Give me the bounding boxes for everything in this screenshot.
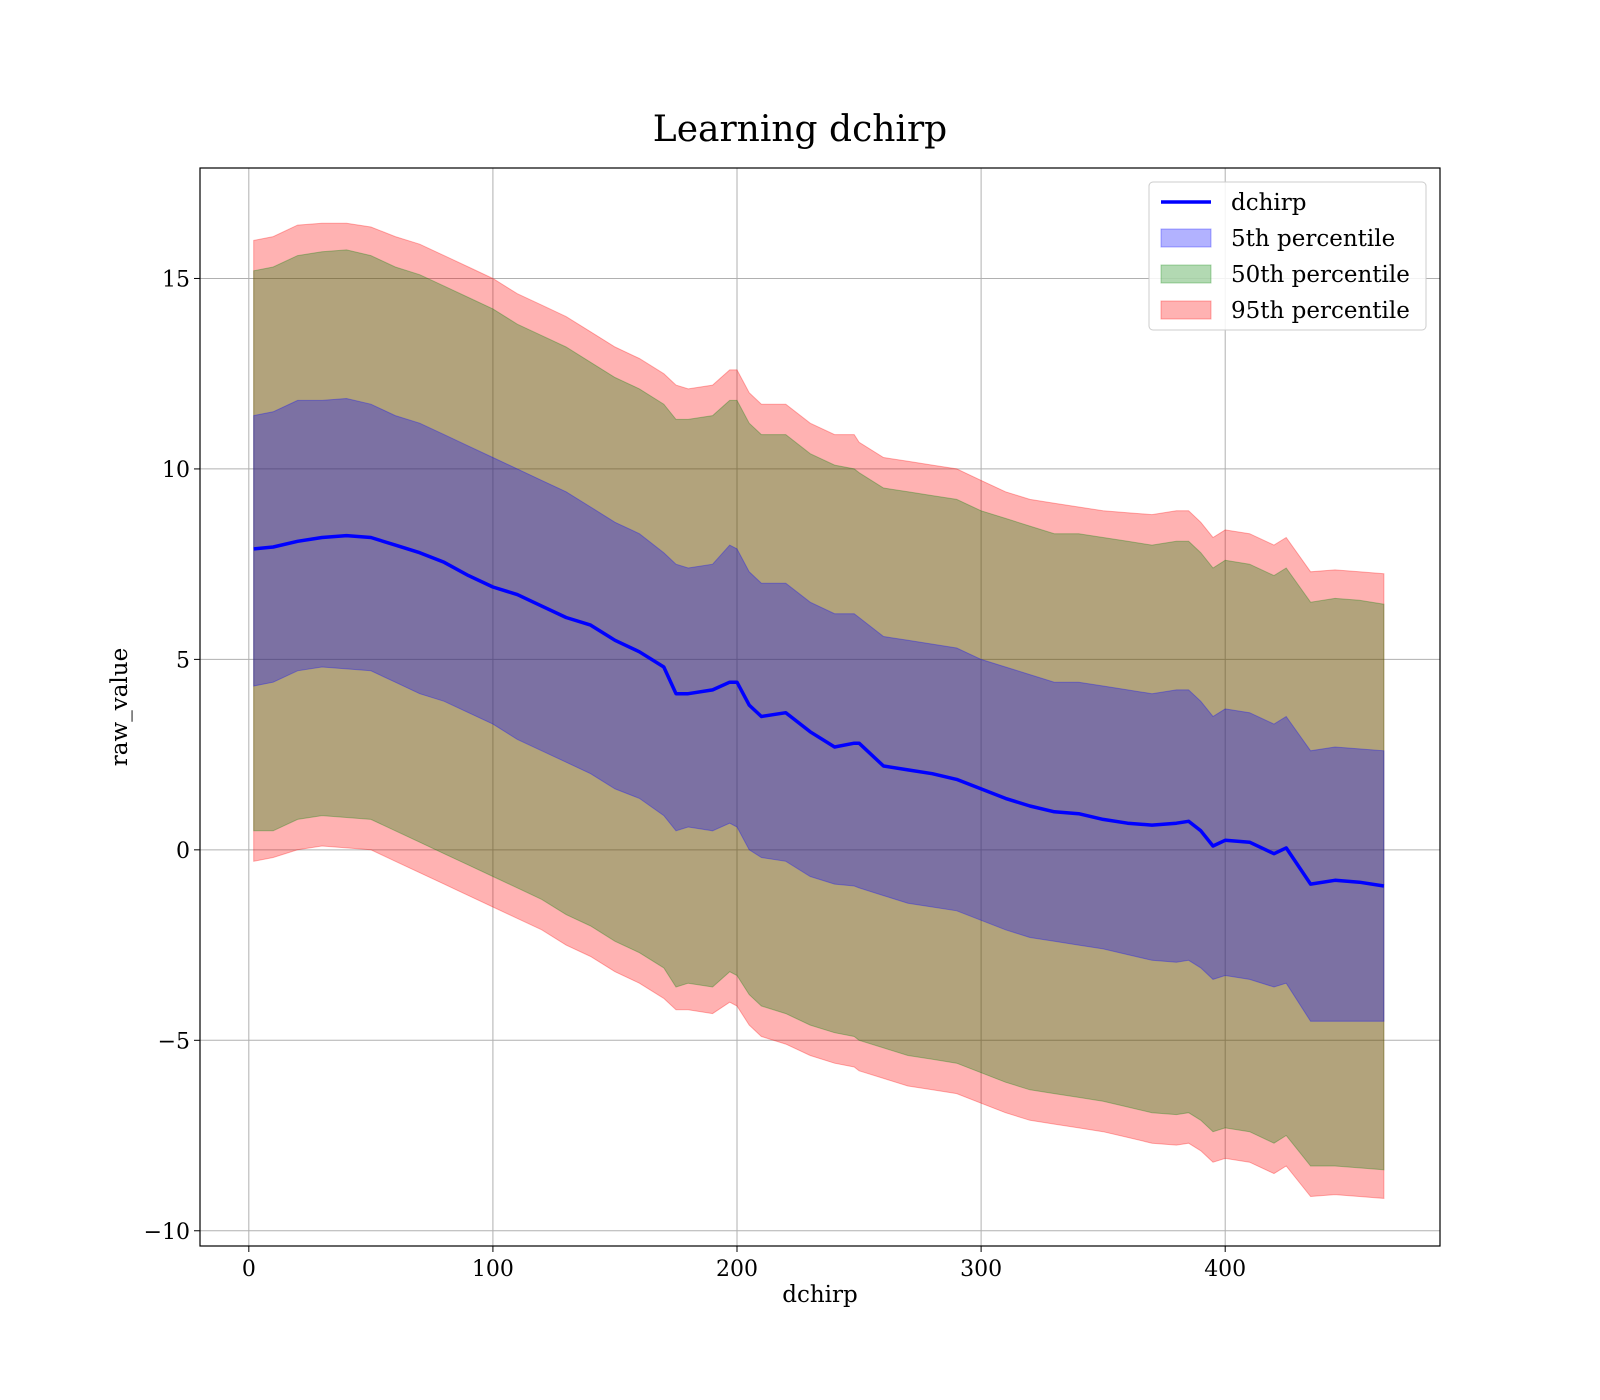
plot-frame	[199, 167, 1441, 1247]
x-tick-label: 400	[1204, 1257, 1246, 1282]
legend-label-50th-percentile: 50th percentile	[1231, 262, 1410, 288]
series-lines	[253, 533, 1385, 888]
x-tick-label: 200	[716, 1257, 758, 1282]
x-tick-label: 300	[960, 1257, 1002, 1282]
band-50th-percentile	[253, 249, 1385, 1171]
legend-swatch-95th-percentile	[1160, 300, 1212, 320]
grid	[200, 168, 1440, 1246]
y-tick-label: 10	[162, 458, 190, 483]
band-5th-percentile	[253, 397, 1385, 1022]
percentile-bands	[253, 222, 1385, 1199]
legend-box	[1148, 181, 1427, 331]
x-tick-label: 100	[472, 1257, 514, 1282]
legend-label-dchirp: dchirp	[1231, 190, 1307, 216]
legend-label-95th-percentile: 95th percentile	[1231, 298, 1410, 324]
legend-label-5th-percentile: 5th percentile	[1231, 226, 1395, 252]
y-tick-label: −10	[144, 1220, 190, 1245]
chart-title: Learning dchirp	[653, 109, 947, 150]
x-axis-label: dchirp	[782, 1282, 858, 1308]
y-tick-label: 5	[176, 648, 190, 673]
legend: dchirp 5th percentile 50th percentile 95th …	[1148, 181, 1427, 331]
y-tick-label: 15	[162, 267, 190, 292]
x-axis-ticks: 0 100 200 300 400	[242, 1246, 1246, 1282]
y-tick-label: 0	[176, 839, 190, 864]
legend-swatch-5th-percentile	[1160, 228, 1212, 248]
band-95th-percentile	[253, 222, 1385, 1199]
y-axis-ticks: −10 −5 0 5 10 15	[144, 267, 200, 1245]
series-line-dchirp	[253, 533, 1385, 888]
y-tick-label: −5	[158, 1029, 190, 1054]
y-axis-label: raw_value	[107, 648, 133, 766]
legend-swatch-50th-percentile	[1160, 264, 1212, 284]
x-tick-label: 0	[242, 1257, 256, 1282]
